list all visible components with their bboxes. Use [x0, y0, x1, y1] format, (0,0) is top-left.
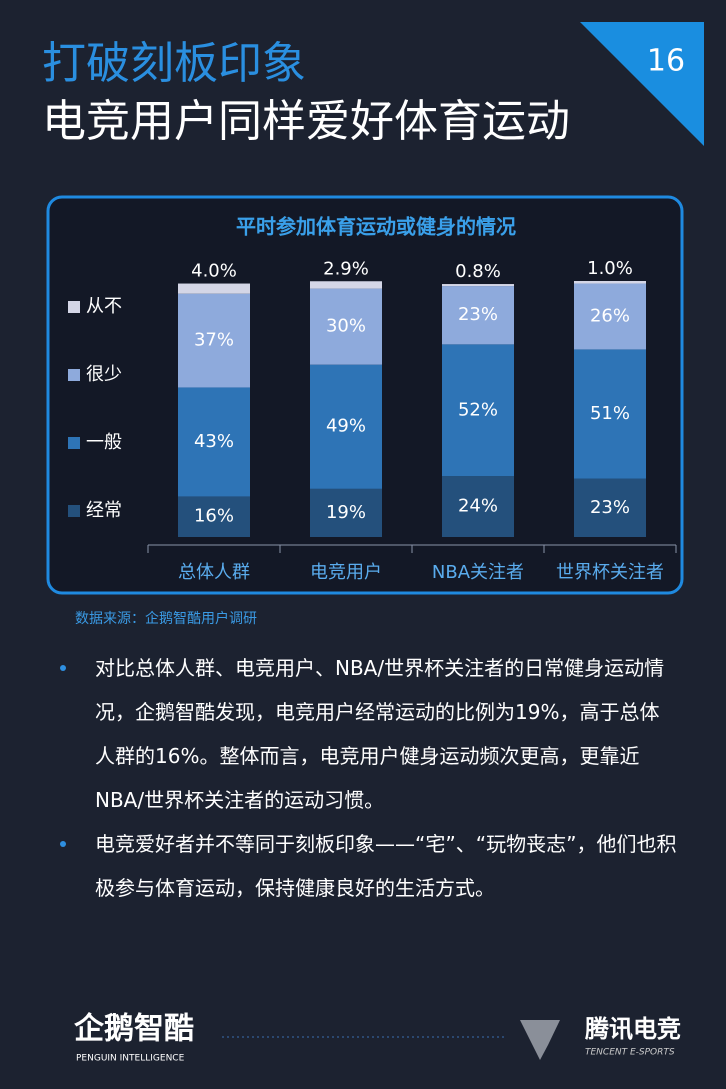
title-line2: 电竞用户同样爱好体育运动	[42, 96, 570, 147]
value-label: 30%	[326, 316, 366, 337]
bullet: 对比总体人群、电竞用户、NBA/世界杯关注者的日常健身运动情况，企鹅智酷发现，电…	[58, 646, 678, 822]
bar-segment	[574, 283, 646, 350]
legend-swatch	[68, 369, 80, 381]
legend-label: 经常	[86, 500, 122, 521]
bar-segment	[442, 476, 514, 537]
bullet-list: 对比总体人群、电竞用户、NBA/世界杯关注者的日常健身运动情况，企鹅智酷发现，电…	[58, 646, 678, 910]
right-logo: 腾讯电竞	[585, 1015, 681, 1043]
x-tick-label: 总体人群	[178, 562, 250, 583]
source: 数据来源：企鹅智酷用户调研	[75, 610, 257, 627]
legend-label: 很少	[86, 364, 122, 385]
bar-segment	[178, 496, 250, 537]
bar-segment	[310, 288, 382, 365]
value-label: 23%	[458, 304, 498, 325]
legend-swatch	[68, 505, 80, 517]
bar-segment	[442, 344, 514, 477]
bar-segment	[574, 281, 646, 284]
bar-segment	[442, 286, 514, 345]
bar-segment	[574, 478, 646, 537]
value-label: 16%	[194, 506, 234, 527]
bar-segment	[310, 281, 382, 289]
value-label: 51%	[590, 403, 630, 424]
x-tick-label: NBA关注者	[432, 562, 524, 583]
legend-label: 从不	[86, 296, 122, 317]
value-label: 0.8%	[455, 261, 501, 282]
left-logo-sub: PENGUIN INTELLIGENCE	[76, 1054, 185, 1064]
bar-segment	[178, 293, 250, 388]
bar-segment	[178, 387, 250, 497]
value-label: 24%	[458, 496, 498, 517]
bullet: 电竞爱好者并不等同于刻板印象——“宅”、“玩物丧志”，他们也积极参与体育运动，保…	[58, 822, 678, 910]
x-tick-label: 电竞用户	[310, 562, 382, 583]
value-label: 37%	[194, 330, 234, 351]
value-label: 19%	[326, 502, 366, 523]
value-label: 4.0%	[191, 261, 237, 282]
corner-triangle	[580, 22, 704, 146]
x-tick-label: 世界杯关注者	[556, 562, 664, 583]
value-label: 23%	[590, 497, 630, 518]
value-label: 26%	[590, 305, 630, 326]
value-label: 52%	[458, 399, 498, 420]
value-label: 49%	[326, 416, 366, 437]
value-label: 2.9%	[323, 258, 369, 279]
bar-segment	[574, 349, 646, 479]
title-line1: 打破刻板印象	[42, 38, 306, 89]
bar-segment	[178, 283, 250, 294]
legend-label: 一般	[86, 432, 122, 453]
chart-title: 平时参加体育运动或健身的情况	[236, 215, 516, 239]
legend-swatch	[68, 301, 80, 313]
bar-segment	[442, 284, 514, 287]
value-label: 1.0%	[587, 258, 633, 279]
left-logo: 企鹅智酷	[74, 1012, 194, 1047]
page-number: 16	[647, 44, 685, 79]
legend-swatch	[68, 437, 80, 449]
right-logo-sub: TENCENT E-SPORTS	[585, 1048, 675, 1058]
value-label: 43%	[194, 431, 234, 452]
bar-segment	[310, 488, 382, 537]
right-logo-mark	[520, 1020, 560, 1060]
bar-segment	[310, 364, 382, 489]
